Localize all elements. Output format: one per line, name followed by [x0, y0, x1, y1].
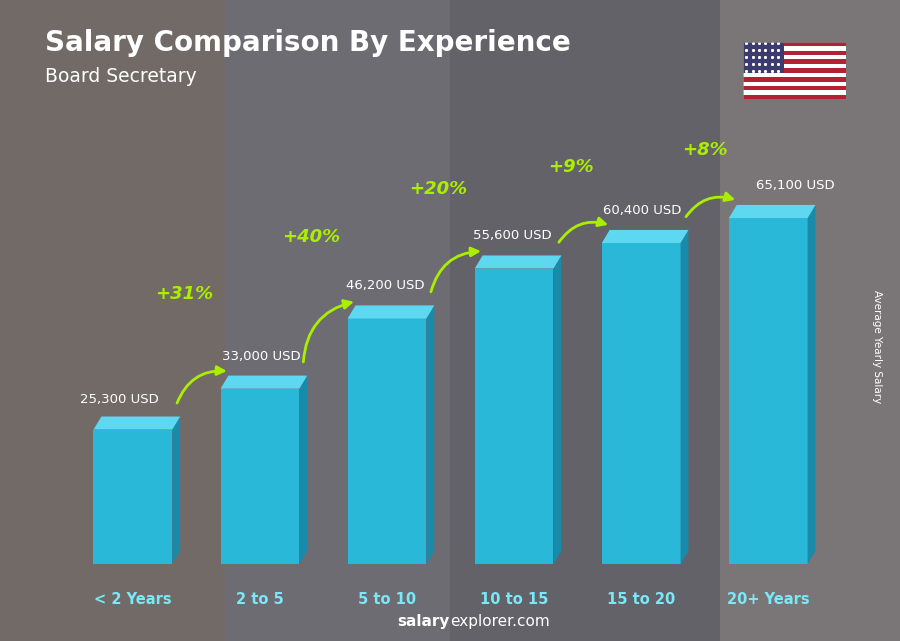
Bar	[742, 69, 846, 72]
Bar	[742, 64, 846, 69]
Bar	[742, 90, 846, 95]
Polygon shape	[680, 230, 688, 564]
Polygon shape	[807, 205, 815, 564]
Text: 46,200 USD: 46,200 USD	[346, 279, 425, 292]
Text: 10 to 15: 10 to 15	[480, 592, 548, 608]
Text: Average Yearly Salary: Average Yearly Salary	[872, 290, 883, 403]
Bar	[742, 81, 846, 86]
Text: 55,600 USD: 55,600 USD	[473, 229, 552, 242]
Text: Salary Comparison By Experience: Salary Comparison By Experience	[45, 29, 571, 57]
Polygon shape	[94, 417, 180, 429]
Bar	[742, 46, 846, 51]
Text: +40%: +40%	[282, 228, 340, 246]
Polygon shape	[554, 256, 562, 564]
Text: 2 to 5: 2 to 5	[236, 592, 284, 608]
Text: 65,100 USD: 65,100 USD	[755, 179, 834, 192]
Text: salary: salary	[398, 615, 450, 629]
Polygon shape	[474, 269, 554, 564]
Polygon shape	[729, 218, 807, 564]
Text: explorer.com: explorer.com	[450, 615, 550, 629]
Bar	[742, 51, 846, 55]
Text: 33,000 USD: 33,000 USD	[221, 349, 301, 363]
Polygon shape	[729, 205, 815, 218]
Polygon shape	[300, 376, 307, 564]
Bar	[742, 42, 784, 72]
Bar	[742, 95, 846, 99]
Text: 25,300 USD: 25,300 USD	[79, 393, 158, 406]
Polygon shape	[94, 429, 172, 564]
Text: 60,400 USD: 60,400 USD	[603, 204, 681, 217]
Polygon shape	[220, 388, 300, 564]
Text: +31%: +31%	[155, 285, 212, 303]
Polygon shape	[427, 305, 435, 564]
Bar	[0, 0, 225, 641]
Polygon shape	[602, 243, 680, 564]
Polygon shape	[347, 305, 435, 319]
Polygon shape	[474, 256, 562, 269]
Text: 5 to 10: 5 to 10	[358, 592, 416, 608]
Bar	[450, 0, 720, 641]
Bar	[742, 77, 846, 81]
Text: Board Secretary: Board Secretary	[45, 67, 197, 87]
Polygon shape	[220, 376, 307, 388]
Bar	[742, 86, 846, 90]
Bar	[720, 0, 900, 641]
Polygon shape	[602, 230, 688, 243]
Bar	[742, 60, 846, 64]
Bar	[742, 55, 846, 60]
Text: < 2 Years: < 2 Years	[94, 592, 172, 608]
Polygon shape	[347, 319, 427, 564]
Bar	[742, 72, 846, 77]
Text: +9%: +9%	[548, 158, 594, 176]
Text: +8%: +8%	[682, 141, 727, 159]
Bar	[225, 0, 450, 641]
Text: 15 to 20: 15 to 20	[607, 592, 675, 608]
Text: 20+ Years: 20+ Years	[727, 592, 809, 608]
Polygon shape	[172, 417, 180, 564]
Bar	[742, 42, 846, 46]
Text: +20%: +20%	[409, 180, 467, 198]
